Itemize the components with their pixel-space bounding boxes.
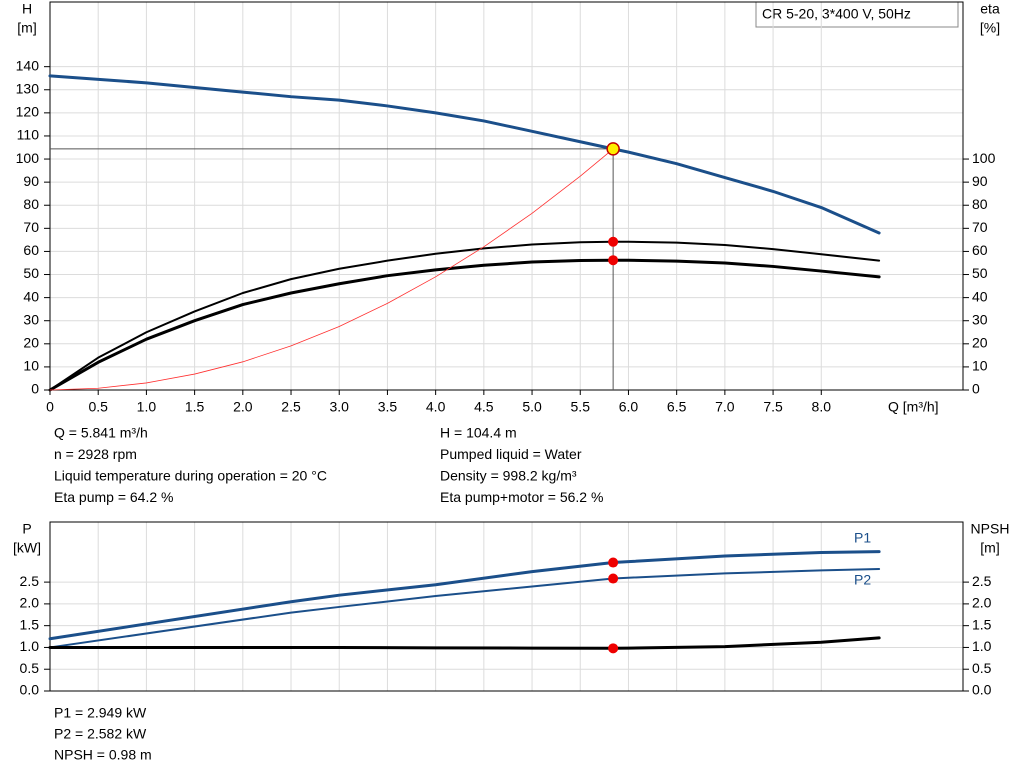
curve	[49, 568, 881, 649]
info-text: Eta pump+motor = 56.2 %	[440, 489, 603, 505]
x-tick-label: 6.5	[667, 399, 687, 415]
operating-point	[608, 255, 619, 266]
info-text: H = 104.4 m	[440, 425, 517, 441]
y-tick-label: 60	[23, 242, 39, 258]
x-tick-label: 0	[46, 399, 54, 415]
info-text: Density = 998.2 kg/m³	[440, 468, 577, 484]
y2-tick-label: 30	[972, 311, 988, 327]
curve	[49, 240, 881, 391]
operating-point	[608, 573, 619, 584]
curve	[49, 148, 614, 391]
y-tick-label: 120	[16, 104, 40, 120]
y2-tick-label: 20	[972, 335, 988, 351]
operating-point	[608, 643, 619, 654]
y2-tick-label: 0.5	[972, 660, 992, 676]
y2-tick-label: 100	[972, 150, 996, 166]
x-tick-label: 1.0	[137, 399, 157, 415]
y-tick-label: 40	[23, 288, 39, 304]
y2-axis-unit: [%]	[980, 20, 1000, 36]
y2-tick-label: 2.0	[972, 595, 992, 611]
x-axis-label: Q [m³/h]	[888, 399, 939, 415]
x-tick-label: 6.0	[619, 399, 639, 415]
y-tick-label: 70	[23, 219, 39, 235]
y-axis-unit: [m]	[17, 20, 36, 36]
y-tick-label: 0.0	[20, 682, 40, 698]
y-tick-label: 0.5	[20, 660, 40, 676]
x-tick-label: 1.5	[185, 399, 205, 415]
x-tick-label: 3.5	[378, 399, 398, 415]
info-text: P2 = 2.582 kW	[54, 726, 147, 742]
y2-axis-unit: [m]	[980, 540, 999, 556]
y-tick-label: 130	[16, 80, 40, 96]
x-tick-label: 4.0	[426, 399, 446, 415]
x-tick-label: 7.0	[715, 399, 735, 415]
info-text: Liquid temperature during operation = 20…	[54, 468, 327, 484]
y-tick-label: 80	[23, 196, 39, 212]
info-text: n = 2928 rpm	[54, 446, 137, 462]
y2-tick-label: 50	[972, 265, 988, 281]
y2-axis-label: eta	[980, 1, 1000, 17]
y2-tick-label: 70	[972, 219, 988, 235]
y-tick-label: 1.0	[20, 638, 40, 654]
y2-tick-label: 1.5	[972, 616, 992, 632]
y-tick-label: 30	[23, 311, 39, 327]
y2-tick-label: 90	[972, 173, 988, 189]
info-text: Q = 5.841 m³/h	[54, 425, 148, 441]
x-tick-label: 3.0	[329, 399, 349, 415]
operating-point	[606, 142, 620, 156]
y2-tick-label: 40	[972, 288, 988, 304]
x-tick-label: 5.0	[522, 399, 542, 415]
plot-frame	[49, 521, 964, 692]
y2-tick-label: 0	[972, 381, 980, 397]
y-tick-label: 10	[23, 358, 39, 374]
y-tick-label: 2.0	[20, 595, 40, 611]
y-tick-label: 100	[16, 150, 40, 166]
info-text: P1 = 2.949 kW	[54, 705, 147, 721]
info-text: NPSH = 0.98 m	[54, 747, 152, 763]
model-label: CR 5-20, 3*400 V, 50Hz	[762, 6, 911, 22]
x-tick-label: 2.5	[281, 399, 301, 415]
y-tick-label: 110	[17, 127, 40, 143]
x-tick-label: 4.5	[474, 399, 494, 415]
info-text: Pumped liquid = Water	[440, 446, 582, 462]
y-tick-label: 140	[16, 57, 40, 73]
y-tick-label: 0	[31, 381, 39, 397]
y2-tick-label: 2.5	[972, 573, 992, 589]
curve	[48, 74, 881, 235]
curve	[48, 550, 881, 641]
x-tick-label: 0.5	[88, 399, 108, 415]
curve-label: P2	[854, 572, 871, 588]
y-tick-label: 50	[23, 265, 39, 281]
curve	[48, 258, 881, 392]
x-tick-label: 8.0	[812, 399, 832, 415]
operating-point	[608, 557, 619, 568]
y2-tick-label: 80	[972, 196, 988, 212]
curve	[48, 636, 881, 650]
x-tick-label: 5.5	[571, 399, 591, 415]
y-tick-label: 2.5	[20, 573, 40, 589]
curve-label: P1	[854, 529, 871, 545]
plot-frame	[49, 1, 964, 391]
info-text: Eta pump = 64.2 %	[54, 489, 173, 505]
y2-tick-label: 10	[972, 358, 988, 374]
y-tick-label: 20	[23, 335, 39, 351]
y-tick-label: 1.5	[20, 616, 40, 632]
y2-tick-label: 60	[972, 242, 988, 258]
y-axis-unit: [kW]	[13, 540, 41, 556]
operating-point	[608, 236, 619, 247]
model-box	[755, 1, 959, 28]
y2-tick-label: 1.0	[972, 638, 992, 654]
y2-axis-label: NPSH	[971, 521, 1010, 537]
y-axis-label: H	[22, 1, 32, 17]
y-tick-label: 90	[23, 173, 39, 189]
x-tick-label: 2.0	[233, 399, 253, 415]
y2-tick-label: 0.0	[972, 682, 992, 698]
y-axis-label: P	[22, 521, 31, 537]
x-tick-label: 7.5	[763, 399, 783, 415]
